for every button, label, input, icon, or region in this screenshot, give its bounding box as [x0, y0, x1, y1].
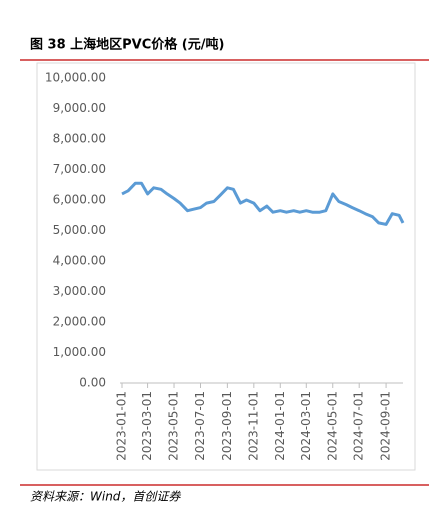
y-tick-label: 6,000.00 — [53, 193, 106, 207]
line-series — [121, 181, 405, 226]
y-tick-label: 7,000.00 — [53, 162, 106, 176]
source: 资料来源：Wind，首创证券 — [30, 490, 181, 504]
y-tick-label: 2,000.00 — [53, 315, 106, 329]
x-tick-label: 2023-01-01 — [115, 391, 129, 461]
x-tick-label: 2024-07-01 — [352, 391, 366, 461]
x-tick-label: 2023-03-01 — [140, 391, 154, 461]
y-tick-label: 0.00 — [79, 376, 106, 390]
x-tick-label: 2023-07-01 — [193, 391, 207, 461]
y-tick-label: 8,000.00 — [53, 132, 106, 146]
x-tick-label: 2024-01-01 — [273, 391, 287, 461]
y-tick-label: 5,000.00 — [53, 223, 106, 237]
y-tick-label: 1,000.00 — [53, 345, 106, 359]
y-tick-label: 10,000.00 — [45, 71, 106, 85]
x-tick-label: 2023-09-01 — [220, 391, 234, 461]
y-tick-label: 3,000.00 — [53, 284, 106, 298]
x-tick-label: 2024-09-01 — [379, 391, 393, 461]
x-tick-label: 2023-05-01 — [167, 391, 181, 461]
x-tick-label: 2024-05-01 — [325, 391, 339, 461]
y-tick-label: 4,000.00 — [53, 254, 106, 268]
chart-title: 图 38 上海地区PVC价格 (元/吨) — [30, 37, 224, 53]
y-tick-label: 9,000.00 — [53, 101, 106, 115]
x-tick-label: 2024-03-01 — [299, 391, 313, 461]
x-tick-label: 2023-11-01 — [246, 391, 260, 461]
chart-frame — [36, 62, 416, 471]
